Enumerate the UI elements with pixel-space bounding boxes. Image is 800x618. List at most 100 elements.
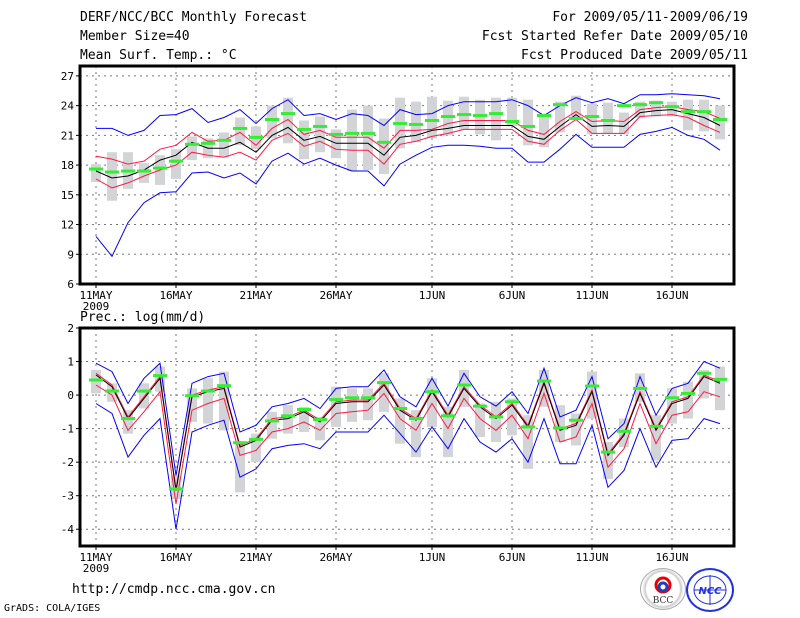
observed-marker [201,389,215,393]
observed-marker [489,415,503,419]
maximum-line [96,93,721,136]
observed-marker [169,159,183,163]
x-tick-label: 16MAY [159,551,192,564]
chart-title: DERF/NCC/BCC Monthly Forecast [80,10,307,25]
forecast-period: For 2009/05/11-2009/06/19 [552,10,748,25]
ensemble-range-box [123,410,133,434]
observed-marker [169,487,183,491]
y-tick-label: 0 [67,389,74,402]
svg-text:NCC: NCC [698,586,722,597]
x-tick-label: 26MAY [319,289,352,302]
ensemble-range-box [251,433,261,463]
ensemble-range-box [411,410,421,458]
ensemble-mean-line [95,374,721,491]
ensemble-range-box [699,99,709,132]
ensemble-range-box [187,136,197,161]
ensemble-range-box [235,442,245,493]
observed-marker [89,378,103,382]
y-tick-label: 21 [61,129,74,142]
observed-marker [633,386,647,390]
observed-marker [617,429,631,433]
observed-marker [457,383,471,387]
observed-marker [345,131,359,135]
observed-marker [713,377,727,381]
ensemble-range-box [443,406,453,458]
y-tick-label: 27 [61,70,74,83]
ensemble-range-box [603,442,613,479]
ensemble-range-box [283,97,293,144]
observed-marker [393,121,407,125]
ensemble-range-box [203,378,213,424]
observed-marker [297,127,311,131]
y-tick-label: 2 [67,322,74,335]
observed-marker [217,384,231,388]
observed-marker [313,418,327,422]
x-tick-label: 16JUN [655,289,688,302]
observed-marker [409,417,423,421]
observed-marker [697,371,711,375]
y-tick-label: 24 [61,100,75,113]
ensemble-range-box [139,383,149,409]
observed-marker [649,101,663,105]
ensemble-range-box [683,99,693,131]
observed-marker [505,400,519,404]
observed-marker [153,374,167,378]
spread-upper-line [95,106,721,165]
ensemble-range-box [347,388,357,422]
ensemble-range-box [363,388,373,421]
observed-marker [121,417,135,421]
observed-marker [329,132,343,136]
x-tick-label: 16JUN [655,551,688,564]
x-tick-label: 1JUN [419,289,446,302]
ensemble-range-box [427,96,437,139]
observed-marker [185,142,199,146]
observed-marker [153,166,167,170]
observed-marker [457,113,471,117]
observed-marker [681,110,695,114]
y-tick-label: 9 [67,248,74,261]
observed-marker [585,115,599,119]
observed-marker [537,379,551,383]
y-tick-label: -4 [61,523,75,536]
x-tick-label: 11MAY [79,551,112,564]
ensemble-range-box [523,415,533,469]
ensemble-range-box [267,411,277,439]
ensemble-range-box [491,97,501,141]
x-tick-label: 26MAY [319,551,352,564]
ensemble-range-box [219,371,229,431]
spread-lower-line [95,114,721,189]
x-tick-label: 1JUN [419,551,446,564]
ensemble-range-box [651,100,661,117]
ensemble-range-box [315,416,325,441]
observed-marker [521,124,535,128]
plot-frame [78,326,736,548]
spread-lower-line [95,384,721,505]
observed-marker [281,414,295,418]
x-tick-label: 11JUN [575,289,608,302]
observed-marker [441,115,455,119]
ensemble-range-box [107,383,117,402]
observed-marker [585,384,599,388]
observed-marker [89,167,103,171]
observed-marker [137,169,151,173]
ensemble-range-box [651,415,661,461]
ensemble-range-box [571,95,581,120]
y-tick-label: -3 [61,490,74,503]
ensemble-range-box [555,405,565,443]
observed-marker [473,404,487,408]
ensemble-range-box [507,97,517,127]
y-tick-label: 15 [61,189,74,202]
x-tick-label: 21MAY [239,289,272,302]
observed-marker [377,381,391,385]
ensemble-range-box [91,164,101,182]
observed-marker [185,394,199,398]
observed-marker [697,110,711,114]
ensemble-range-box [507,398,517,436]
ensemble-range-box [523,99,533,146]
x-tick-label: 11MAY [79,289,112,302]
observed-marker [425,119,439,122]
spread-upper-line [95,372,721,490]
observed-marker [393,406,407,410]
website-link[interactable]: http://cmdp.ncc.cma.gov.cn [72,582,276,597]
ensemble-range-box [107,152,117,201]
